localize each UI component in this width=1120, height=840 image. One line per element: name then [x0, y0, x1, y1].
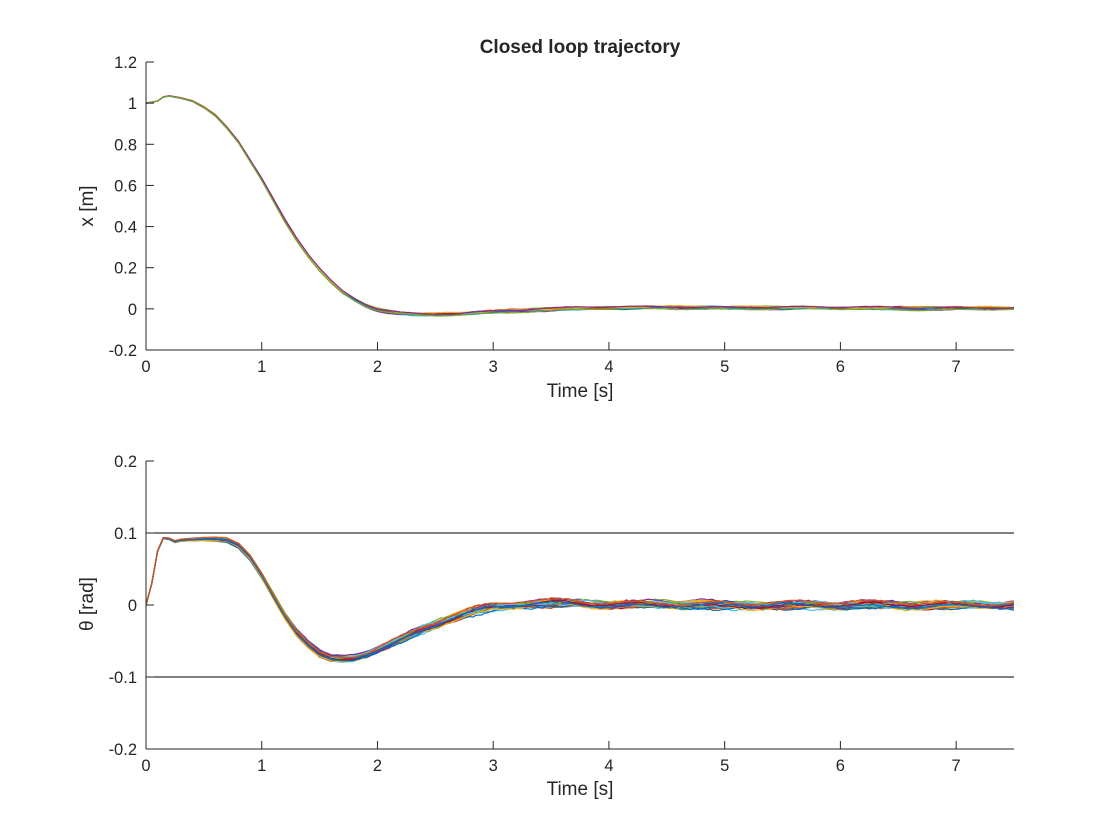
- x-tick-label: 4: [604, 358, 613, 376]
- plot-position: 0 1 2 3 4 5 6 7-0.200.20.40.60.811.2: [109, 54, 1014, 376]
- x-tick-label: 1: [257, 757, 266, 775]
- series-group: [146, 536, 1014, 663]
- x-tick-label: 4: [604, 757, 613, 775]
- x-tick-label: 3: [489, 757, 498, 775]
- y-tick-label: -0.2: [109, 741, 137, 759]
- x-tick-label: 6: [836, 358, 845, 376]
- series-group: [146, 95, 1014, 317]
- y-tick-label: 1: [128, 95, 137, 113]
- x-tick-label: 2: [373, 358, 382, 376]
- y-axis-label-position: x [m]: [77, 185, 98, 226]
- series-line: [146, 95, 1014, 317]
- x-tick-label: 3: [489, 358, 498, 376]
- chart-title: Closed loop trajectory: [480, 37, 681, 58]
- y-tick-label: 0: [128, 301, 137, 319]
- y-tick-label: 0.2: [114, 260, 137, 278]
- y-tick-label: 1.2: [114, 54, 137, 72]
- series-line: [146, 95, 1014, 315]
- x-tick-label: 6: [836, 757, 845, 775]
- y-axis-label-angle: θ [rad]: [77, 577, 98, 631]
- x-tick-label: 7: [952, 358, 961, 376]
- axes-background: [146, 62, 1014, 350]
- series-line: [146, 537, 1014, 662]
- y-tick-label: 0: [128, 597, 137, 615]
- x-axis-label-angle: Time [s]: [547, 779, 614, 800]
- y-tick-label: 0.8: [114, 136, 137, 154]
- y-tick-label: 0.2: [114, 453, 137, 471]
- y-tick-label: 0.4: [114, 219, 137, 237]
- y-tick-label: -0.2: [109, 342, 137, 360]
- x-tick-label: 0: [141, 757, 150, 775]
- x-tick-label: 0: [141, 358, 150, 376]
- x-tick-label: 5: [720, 757, 729, 775]
- x-tick-label: 2: [373, 757, 382, 775]
- y-tick-label: 0.1: [114, 525, 137, 543]
- x-tick-label: 5: [720, 358, 729, 376]
- x-tick-label: 7: [952, 757, 961, 775]
- x-axis-label-position: Time [s]: [547, 381, 614, 402]
- plot-angle: 0 1 2 3 4 5 6 7 -0.2 -0.1 0 0.1 0.2: [109, 453, 1014, 775]
- x-tick-label: 1: [257, 358, 266, 376]
- series-line: [146, 536, 1014, 659]
- y-tick-label: -0.1: [109, 669, 137, 687]
- y-tick-label: 0.6: [114, 177, 137, 195]
